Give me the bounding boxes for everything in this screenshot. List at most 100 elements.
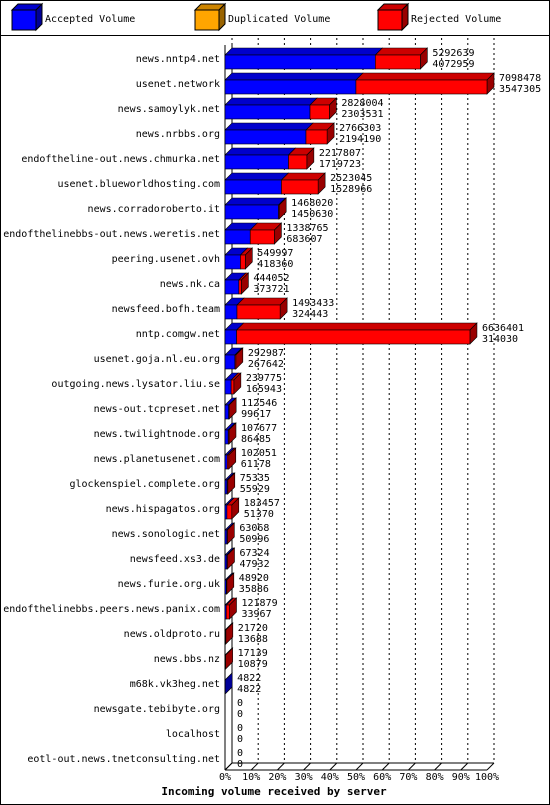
tick-mark (460, 762, 469, 771)
bar-top (224, 72, 364, 81)
bar (224, 204, 279, 220)
category-label: news.hispagatos.org (106, 504, 220, 515)
bar (224, 254, 241, 270)
value-label: 324443 (292, 309, 328, 320)
category-label: usenet.blueworldhosting.com (57, 179, 220, 190)
value-label: 373721 (253, 284, 289, 295)
value-label: 239775 (246, 373, 282, 384)
value-label: 61178 (241, 459, 271, 470)
value-label: 165943 (246, 384, 282, 395)
bar (309, 104, 330, 120)
bar (224, 304, 238, 320)
bar (224, 229, 251, 245)
x-tick-label: 60% (373, 772, 391, 783)
value-label: 2217807 (319, 148, 361, 159)
category-label: news.bbs.nz (154, 654, 220, 665)
tick-mark (303, 762, 311, 771)
tick-mark (381, 762, 390, 771)
value-label: 2766303 (339, 123, 381, 134)
value-label: 1528966 (330, 184, 372, 195)
value-label: 99617 (241, 409, 271, 420)
legend-label: Rejected Volume (411, 14, 501, 25)
bar (224, 454, 228, 470)
value-label: 21720 (238, 623, 268, 634)
tick-mark (486, 762, 495, 771)
category-label: nntp.comgw.net (136, 329, 220, 340)
value-label: 48920 (239, 573, 269, 584)
value-label: 4822 (237, 684, 261, 695)
value-label: 33967 (241, 609, 271, 620)
value-label: 47932 (239, 559, 269, 570)
category-label: newsfeed.xs3.de (130, 554, 220, 565)
value-label: 267642 (248, 359, 284, 370)
bar-top (374, 47, 429, 56)
tick-mark (434, 762, 442, 771)
bar (305, 129, 328, 145)
value-label: 3547305 (499, 84, 541, 95)
x-tick-label: 10% (242, 772, 260, 783)
bar (375, 54, 421, 70)
value-label: 75335 (240, 473, 270, 484)
bar (355, 79, 488, 95)
x-tick-label: 50% (347, 772, 365, 783)
legend-label: Duplicated Volume (228, 14, 330, 25)
category-label: usenet.goja.nl.eu.org (94, 354, 220, 365)
category-label: news-out.tcpreset.net (94, 404, 220, 415)
value-label: 0 (237, 748, 243, 759)
x-tick-label: 20% (268, 772, 286, 783)
category-label: news.furie.org.uk (118, 579, 220, 590)
bar (224, 329, 237, 345)
category-label: endofthelinebbs.peers.news.panix.com (3, 604, 220, 615)
value-label: 13688 (238, 634, 268, 645)
value-label: 0 (237, 759, 243, 770)
x-tick-label: 0% (219, 772, 231, 783)
value-label: 63068 (239, 523, 269, 534)
value-label: 6636401 (482, 323, 524, 334)
value-label: 7098478 (499, 73, 541, 84)
value-label: 683607 (286, 234, 322, 245)
tick-mark (408, 762, 416, 771)
value-label: 2523045 (330, 173, 372, 184)
bar-side (224, 672, 233, 695)
category-label: newsgate.tebibyte.org (94, 704, 220, 715)
value-label: 2303531 (341, 109, 383, 120)
category-label: news.planetusenet.com (94, 454, 220, 465)
value-label: 107677 (241, 423, 277, 434)
bar (224, 429, 229, 445)
category-label: m68k.vk3heg.net (130, 679, 220, 690)
bar (224, 279, 240, 295)
bar-top (355, 72, 495, 81)
bar (288, 154, 308, 170)
bar-side (226, 572, 235, 595)
bar (224, 179, 282, 195)
bar-top (224, 197, 287, 206)
value-label: 444052 (253, 273, 289, 284)
value-label: 102051 (241, 448, 277, 459)
bar (249, 229, 275, 245)
bar (227, 429, 230, 445)
value-label: 0 (237, 709, 243, 720)
value-label: 292987 (248, 348, 284, 359)
legend-swatch (11, 9, 37, 31)
bar (281, 179, 319, 195)
bar (234, 354, 237, 370)
value-label: 1338765 (286, 223, 328, 234)
value-label: 51370 (244, 509, 274, 520)
value-label: 314030 (482, 334, 518, 345)
value-label: 86485 (241, 434, 271, 445)
legend-swatch (194, 9, 220, 31)
value-label: 1493433 (292, 298, 334, 309)
bar (224, 104, 311, 120)
value-label: 0 (237, 723, 243, 734)
x-tick-label: 80% (426, 772, 444, 783)
tick-mark (250, 762, 259, 771)
bar (238, 279, 242, 295)
value-label: 183457 (244, 498, 280, 509)
value-label: 35886 (239, 584, 269, 595)
bar (236, 329, 471, 345)
category-label: news.samoylyk.net (118, 104, 220, 115)
value-label: 50996 (239, 534, 269, 545)
x-tick-label: 40% (321, 772, 339, 783)
